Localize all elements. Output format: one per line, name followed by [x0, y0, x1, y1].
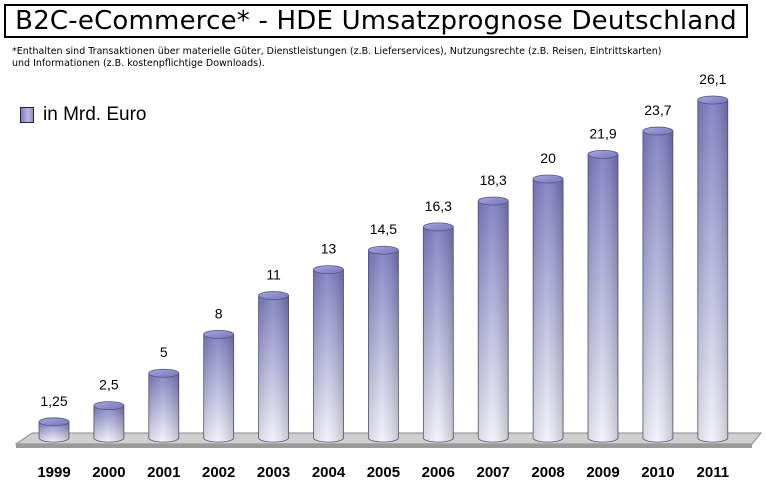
- bar-shade: [478, 201, 509, 442]
- x-tick-label: 2002: [202, 464, 235, 481]
- x-tick-label: 2000: [92, 464, 125, 481]
- value-label: 20: [540, 150, 556, 166]
- x-tick-label: 2010: [641, 464, 674, 481]
- bar-2004: [313, 265, 344, 443]
- bar-shade: [148, 373, 179, 442]
- x-tick-label: 2008: [531, 464, 564, 481]
- bar-shade: [368, 250, 399, 442]
- bar-shade: [39, 421, 69, 442]
- value-label: 1,25: [40, 393, 67, 409]
- value-label: 13: [321, 241, 337, 257]
- x-tick-label: 2009: [586, 464, 619, 481]
- bar-2008: [532, 174, 564, 443]
- value-label: 14,5: [370, 221, 397, 237]
- bars: [38, 95, 729, 443]
- bar-1999: [38, 417, 70, 443]
- bar-shade: [533, 178, 564, 443]
- bar-2003: [258, 291, 290, 443]
- x-tick-label: 2006: [422, 464, 455, 481]
- x-tick-label: 2011: [697, 464, 730, 481]
- bar-2006: [422, 222, 454, 443]
- bar-shade: [313, 269, 344, 442]
- legend: in Mrd. Euro: [20, 104, 146, 126]
- value-label: 11: [266, 267, 281, 283]
- bar-2007: [477, 196, 509, 443]
- x-axis: 1999 2000 2001 2002 2003 2004 2005 2006 2007 2008…: [37, 464, 729, 481]
- bar-top: [697, 95, 729, 105]
- bar-2011: [697, 95, 729, 443]
- value-label: 16,3: [425, 198, 452, 214]
- bar-2001: [148, 368, 180, 443]
- value-label: 8: [215, 305, 223, 321]
- footnote-line-1: *Enthalten sind Transaktionen über mater…: [12, 46, 662, 57]
- bar-top: [587, 149, 619, 159]
- bar-2000: [93, 401, 125, 443]
- value-labels: 1,25 2,5 5 8 11 13 14,5 16,3 18,3 20 21,9 23,7 26,1: [40, 71, 726, 409]
- bar-shade: [258, 295, 289, 442]
- value-label: 21,9: [589, 125, 616, 141]
- bar-shade: [642, 131, 673, 443]
- value-label: 5: [160, 344, 168, 360]
- bar-shade: [588, 154, 618, 442]
- value-label: 23,7: [644, 102, 671, 118]
- bar-top: [258, 291, 290, 300]
- footnote-line-2: und Informationen (z.B. kostenpflichtige…: [12, 58, 265, 69]
- bar-top: [422, 222, 454, 232]
- bar-shade: [423, 226, 454, 442]
- bar-top: [477, 196, 509, 206]
- x-tick-label: 2003: [257, 464, 290, 481]
- floor-front: [16, 444, 752, 448]
- bar-top: [203, 329, 235, 339]
- value-label: 26,1: [699, 71, 726, 87]
- bar-top: [313, 265, 344, 275]
- x-tick-label: 2004: [312, 464, 346, 481]
- bar-top: [93, 401, 125, 411]
- bar-top: [148, 368, 180, 378]
- x-tick-label: 2005: [367, 464, 400, 481]
- bar-2010: [642, 126, 674, 443]
- chart-title: B2C-eCommerce* - HDE Umsatzprognose Deut…: [4, 4, 748, 38]
- bar-2002: [203, 329, 235, 443]
- x-tick-label: 1999: [37, 464, 70, 481]
- legend-label: in Mrd. Euro: [43, 104, 147, 125]
- bar-top: [642, 126, 674, 136]
- bar-shade: [203, 334, 234, 442]
- bar-shade: [697, 100, 728, 442]
- bar-top: [38, 417, 70, 427]
- legend-swatch: [20, 107, 34, 123]
- value-label: 2,5: [99, 377, 119, 393]
- footnote: *Enthalten sind Transaktionen über mater…: [12, 46, 712, 70]
- bar-2005: [367, 245, 399, 443]
- bar-shade: [93, 405, 124, 442]
- bar-top: [367, 245, 399, 255]
- x-tick-label: 2001: [147, 464, 180, 481]
- value-label: 18,3: [480, 172, 507, 188]
- x-tick-label: 2007: [477, 464, 510, 481]
- bar-top: [532, 174, 564, 184]
- bar-2009: [587, 149, 619, 443]
